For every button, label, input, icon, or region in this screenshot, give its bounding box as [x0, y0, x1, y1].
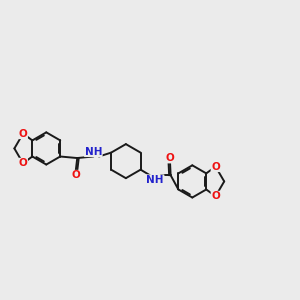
Text: NH: NH: [146, 175, 164, 185]
Text: O: O: [71, 170, 80, 180]
Text: O: O: [19, 158, 27, 168]
Text: O: O: [211, 191, 220, 201]
Text: O: O: [166, 153, 174, 163]
Text: O: O: [211, 162, 220, 172]
Text: O: O: [19, 129, 27, 139]
Text: NH: NH: [85, 146, 102, 157]
